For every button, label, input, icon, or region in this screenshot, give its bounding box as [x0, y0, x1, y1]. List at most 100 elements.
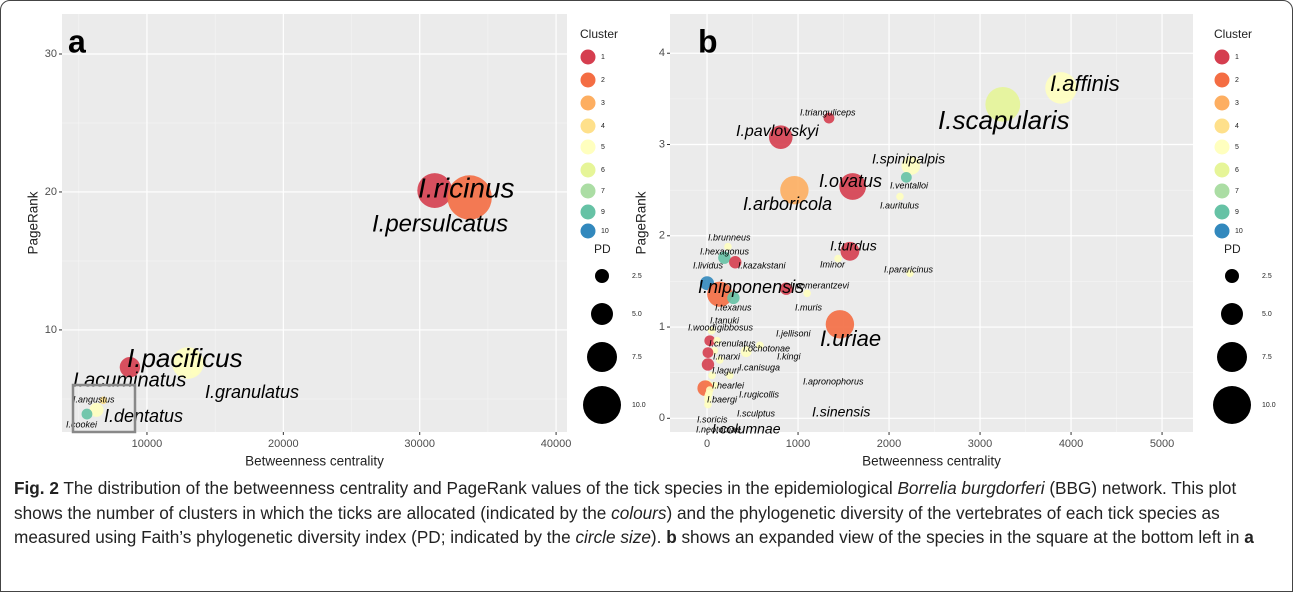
y-axis-title: PageRank [634, 191, 649, 254]
legend-swatch [580, 118, 596, 134]
x-tick-label: 10000 [132, 438, 163, 450]
point [725, 371, 734, 380]
size-legend-label: 7.5 [1262, 354, 1272, 361]
y-tick-label: 1 [659, 321, 665, 333]
legend-label: 7 [1235, 188, 1239, 195]
caption-italic: colours [611, 502, 667, 523]
point-label: I.persulcatus [372, 210, 508, 237]
point-label: I.spinipalpis [872, 151, 945, 167]
point [715, 356, 724, 364]
x-tick-label: 30000 [404, 438, 435, 450]
point [768, 125, 793, 150]
legend-swatch [580, 49, 596, 65]
point-label: I.cookei [66, 419, 98, 429]
legend-swatch [1214, 118, 1230, 134]
point [729, 256, 742, 269]
point-label: I.crenulatus [709, 338, 756, 348]
legend-label: 5 [1235, 144, 1239, 151]
point-label: I.dentatus [104, 406, 183, 426]
point-label: I.columnae [712, 421, 781, 437]
size-legend-swatch [595, 269, 609, 283]
legend-label: 7 [601, 188, 605, 195]
point [119, 356, 141, 378]
point-label: I.trianguliceps [800, 107, 856, 117]
size-legend-swatch [591, 303, 613, 325]
size-legend-label: 7.5 [632, 354, 642, 361]
x-tick-label: 0 [704, 438, 710, 450]
point [190, 367, 199, 376]
size-legend-swatch [1213, 386, 1251, 424]
legend-swatch [1214, 162, 1230, 178]
point-label: I.acuminatus [73, 369, 186, 391]
legend-label: 9 [1235, 209, 1239, 216]
point [724, 242, 732, 251]
size-legend-swatch [1221, 303, 1243, 325]
point-label: I.hexagonus [700, 246, 750, 256]
legend-title: Cluster [1214, 27, 1252, 41]
point-label: I.affinis [1050, 71, 1120, 96]
point-label: I.granulatus [205, 382, 299, 402]
point [901, 156, 921, 175]
point [834, 254, 842, 263]
figure-caption: Fig. 2 The distribution of the betweenne… [14, 476, 1279, 550]
point-label: I.lividus [693, 260, 724, 270]
y-tick-label: 0 [659, 412, 665, 424]
point [447, 175, 492, 220]
point [727, 291, 740, 305]
point [701, 358, 715, 371]
point [713, 336, 721, 345]
point-label: I.hearlei [712, 380, 745, 390]
point-label: I.canisuga [739, 362, 780, 372]
legend-label: 6 [601, 167, 605, 174]
legend-swatch [580, 204, 596, 220]
legend-label: 3 [1235, 100, 1239, 107]
point-label: I.brunneus [708, 232, 751, 242]
point [704, 335, 716, 347]
size-legend-label: 10.0 [632, 402, 646, 409]
zoom-box [71, 383, 137, 434]
point-label: I.tanuki [710, 315, 740, 325]
size-legend-title: PD [594, 242, 611, 256]
point-label: I.baergi [707, 394, 738, 404]
legend-title: Cluster [580, 27, 618, 41]
point [99, 396, 108, 405]
point-label: I.ochotonae [743, 343, 790, 353]
legend-label: 4 [601, 123, 605, 130]
size-legend-label: 2.5 [632, 273, 642, 280]
caption-text: shows an expanded view of the species in… [676, 527, 1245, 548]
point [704, 400, 712, 409]
point-label: I.laguri [712, 365, 740, 375]
y-tick-label: 10 [45, 324, 57, 336]
caption-bold: b [666, 527, 677, 548]
size-legend-label: 5.0 [1262, 311, 1272, 318]
legend-label: 10 [601, 228, 609, 235]
caption-text: ) and the phylogenetic diversity of the … [14, 502, 1220, 548]
legend-label: 2 [601, 77, 605, 84]
point-label: I.arboricola [743, 194, 832, 214]
point-label: I.sinensis [812, 404, 870, 420]
legend-swatch [1214, 223, 1230, 239]
plot-background [62, 14, 567, 432]
legend-label: 10 [1235, 228, 1243, 235]
legend-swatch [580, 139, 596, 155]
legend-swatch [580, 95, 596, 111]
point-label: I.ovatus [819, 171, 882, 191]
legend-swatch [1214, 49, 1230, 65]
point [756, 341, 764, 350]
legend-swatch [1214, 95, 1230, 111]
point [900, 171, 912, 183]
size-legend-swatch [583, 386, 621, 424]
point-label: I.ventalloi [890, 180, 929, 190]
plot-background [670, 14, 1193, 432]
legend-swatch [1214, 183, 1230, 199]
point-label: I.sculptus [737, 408, 776, 418]
point [906, 269, 914, 277]
y-tick-label: 20 [45, 186, 57, 198]
caption-text: The distribution of the betweenness cent… [58, 478, 898, 498]
point-label: I.gibbosus [712, 322, 754, 332]
point [708, 371, 716, 380]
caption-text: (BBG) network. This plot shows the numbe… [14, 478, 1237, 523]
legend-label: 6 [1235, 167, 1239, 174]
point-label: I.pavlovskyi [736, 123, 819, 140]
